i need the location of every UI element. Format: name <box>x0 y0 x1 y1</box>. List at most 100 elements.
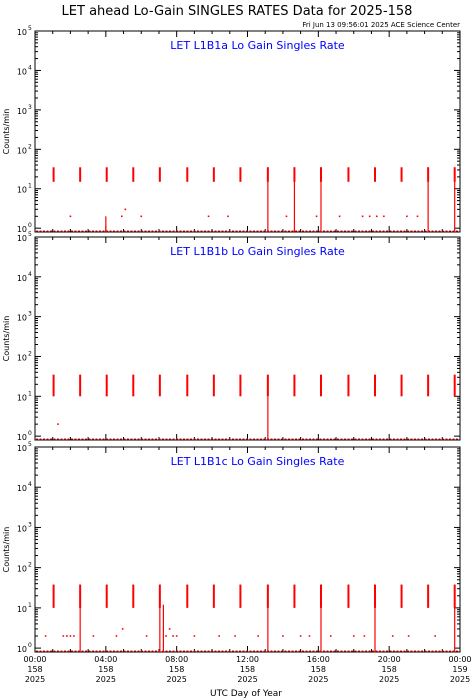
data-point <box>121 628 124 630</box>
data-point <box>308 635 311 637</box>
y-tick-label: 10 <box>17 565 27 574</box>
data-point <box>285 215 288 218</box>
y-tick-label: 10 <box>17 186 27 195</box>
data-point <box>175 635 178 637</box>
y-tick-label: 10 <box>17 393 27 402</box>
x-tick-label: 08:00 <box>165 655 188 664</box>
x-tick-label: 12:00 <box>236 655 259 664</box>
data-point <box>66 635 68 637</box>
y-tick-exponent: 1 <box>28 390 32 397</box>
data-point <box>165 635 167 637</box>
y-tick-exponent: 4 <box>28 271 32 278</box>
chart-title: LET ahead Lo-Gain SINGLES RATES Data for… <box>62 4 413 19</box>
y-tick-label: 10 <box>17 524 27 533</box>
x-tick-label: 2025 <box>237 675 257 684</box>
data-point <box>168 628 171 630</box>
x-tick-label: 04:00 <box>94 655 117 664</box>
x-axis-label: UTC Day of Year <box>210 689 282 699</box>
y-tick-exponent: 1 <box>28 602 32 609</box>
x-tick-label: 2025 <box>379 675 399 684</box>
data-point <box>383 215 385 218</box>
x-tick-label: 158 <box>240 665 255 674</box>
y-tick-label: 10 <box>17 645 27 654</box>
y-tick-label: 10 <box>17 146 27 155</box>
plot-frame <box>34 446 461 653</box>
data-point <box>140 215 143 218</box>
y-axis-label: Counts/min <box>2 316 11 362</box>
y-tick-label: 10 <box>17 28 27 37</box>
data-point <box>416 215 419 218</box>
data-point <box>363 635 366 637</box>
x-tick-label: 2025 <box>166 675 186 684</box>
y-tick-exponent: 4 <box>28 481 32 488</box>
x-tick-label: 2025 <box>308 675 328 684</box>
y-tick-exponent: 0 <box>28 222 32 229</box>
data-point <box>299 635 302 637</box>
x-tick-label: 2025 <box>25 675 45 684</box>
data-point <box>115 635 118 637</box>
x-tick-label: 158 <box>27 665 42 674</box>
y-tick-label: 10 <box>17 67 27 76</box>
data-point <box>329 635 332 637</box>
data-point <box>172 635 174 637</box>
y-tick-label: 10 <box>17 107 27 116</box>
data-point <box>145 635 148 637</box>
y-tick-label: 10 <box>17 605 27 614</box>
data-point <box>338 215 341 218</box>
data-point <box>62 635 65 637</box>
y-tick-exponent: 2 <box>28 562 32 569</box>
x-tick-label: 158 <box>382 665 397 674</box>
y-tick-label: 10 <box>17 444 27 453</box>
y-tick-exponent: 5 <box>28 441 32 448</box>
data-point <box>361 215 364 218</box>
y-tick-exponent: 0 <box>28 430 32 437</box>
x-tick-label: 2025 <box>96 675 116 684</box>
plot-frame <box>34 30 461 233</box>
data-point <box>315 215 318 218</box>
data-point <box>124 208 127 211</box>
x-tick-label: 158 <box>98 665 113 674</box>
x-tick-label: 16:00 <box>307 655 330 664</box>
data-point <box>218 635 220 637</box>
y-tick-label: 10 <box>17 433 27 442</box>
y-tick-exponent: 3 <box>28 311 32 318</box>
data-point <box>234 635 236 637</box>
x-tick-label: 158 <box>311 665 326 674</box>
y-tick-label: 10 <box>17 234 27 243</box>
x-tick-label: 2025 <box>450 675 470 684</box>
data-point <box>69 635 72 637</box>
data-point <box>92 635 95 637</box>
x-tick-label: 00:00 <box>448 655 471 664</box>
y-tick-label: 10 <box>17 484 27 493</box>
data-point <box>207 215 210 218</box>
x-tick-label: 00:00 <box>23 655 46 664</box>
y-axis-label: Counts/min <box>2 527 11 573</box>
y-tick-label: 10 <box>17 314 27 323</box>
data-point <box>368 215 371 218</box>
x-tick-label: 158 <box>169 665 184 674</box>
data-point <box>375 215 378 218</box>
y-tick-exponent: 5 <box>28 25 32 32</box>
panel-title: LET L1B1a Lo Gain Singles Rate <box>170 39 345 52</box>
y-axis-label: Counts/min <box>2 109 11 155</box>
timestamp: Fri Jun 13 09:56:01 2025 ACE Science Cen… <box>302 21 460 29</box>
data-point <box>352 635 355 637</box>
x-tick-label: 20:00 <box>378 655 401 664</box>
data-point <box>257 635 259 637</box>
y-tick-exponent: 0 <box>28 642 32 649</box>
y-tick-exponent: 2 <box>28 350 32 357</box>
y-tick-label: 10 <box>17 274 27 283</box>
panel-title: LET L1B1c Lo Gain Singles Rate <box>171 455 345 468</box>
x-tick-label: 159 <box>452 665 467 674</box>
data-point <box>44 635 47 637</box>
data-point <box>69 215 72 218</box>
data-point <box>282 635 284 637</box>
data-point <box>391 635 394 637</box>
data-point <box>434 635 437 637</box>
plot-frame <box>34 236 461 441</box>
panel-title: LET L1B1b Lo Gain Singles Rate <box>170 245 345 258</box>
data-point <box>120 215 123 218</box>
